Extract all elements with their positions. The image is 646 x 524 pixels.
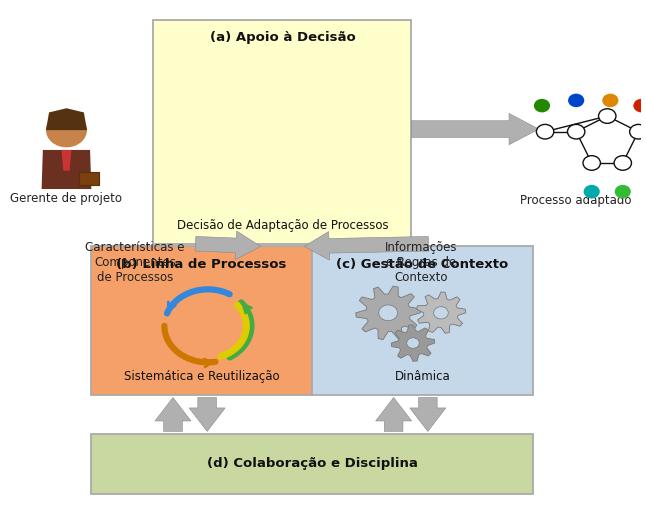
Polygon shape bbox=[155, 398, 191, 431]
Circle shape bbox=[633, 99, 646, 113]
Circle shape bbox=[615, 185, 631, 199]
Polygon shape bbox=[304, 232, 429, 260]
Text: Processo adaptado: Processo adaptado bbox=[521, 194, 632, 207]
Circle shape bbox=[46, 113, 87, 147]
Text: Sistemática e Reutilização: Sistemática e Reutilização bbox=[124, 370, 280, 384]
Circle shape bbox=[599, 109, 616, 123]
Polygon shape bbox=[41, 150, 91, 189]
Text: Informações
e Regras de
Contexto: Informações e Regras de Contexto bbox=[384, 241, 457, 283]
Polygon shape bbox=[195, 231, 261, 260]
Circle shape bbox=[583, 185, 599, 199]
Circle shape bbox=[379, 305, 397, 321]
Polygon shape bbox=[410, 398, 446, 431]
Circle shape bbox=[568, 94, 584, 107]
Text: Gerente de projeto: Gerente de projeto bbox=[10, 192, 123, 205]
Circle shape bbox=[407, 338, 419, 348]
Text: Decisão de Adaptação de Processos: Decisão de Adaptação de Processos bbox=[176, 219, 388, 232]
Circle shape bbox=[602, 94, 618, 107]
FancyBboxPatch shape bbox=[91, 246, 312, 395]
FancyBboxPatch shape bbox=[312, 246, 533, 395]
Polygon shape bbox=[61, 150, 72, 171]
FancyBboxPatch shape bbox=[79, 172, 99, 185]
Circle shape bbox=[433, 307, 448, 319]
FancyBboxPatch shape bbox=[154, 19, 412, 244]
Circle shape bbox=[630, 124, 646, 139]
Circle shape bbox=[583, 156, 600, 170]
Polygon shape bbox=[356, 286, 421, 340]
Text: (d) Colaboração e Disciplina: (d) Colaboração e Disciplina bbox=[207, 457, 417, 471]
Polygon shape bbox=[391, 325, 435, 361]
Polygon shape bbox=[375, 398, 412, 431]
Circle shape bbox=[534, 99, 550, 113]
Text: Dinâmica: Dinâmica bbox=[395, 370, 450, 384]
Polygon shape bbox=[189, 398, 225, 431]
Text: (b) Linha de Processos: (b) Linha de Processos bbox=[116, 258, 287, 271]
Circle shape bbox=[536, 124, 554, 139]
Polygon shape bbox=[412, 114, 539, 145]
Text: (c) Gestão de Contexto: (c) Gestão de Contexto bbox=[336, 258, 508, 271]
Circle shape bbox=[567, 124, 585, 139]
Circle shape bbox=[614, 156, 632, 170]
Polygon shape bbox=[46, 108, 87, 130]
Text: (a) Apoio à Decisão: (a) Apoio à Decisão bbox=[209, 31, 355, 44]
FancyBboxPatch shape bbox=[91, 434, 533, 494]
Text: Características e
Componentes
de Processos: Características e Componentes de Process… bbox=[85, 241, 185, 283]
Polygon shape bbox=[417, 292, 466, 333]
